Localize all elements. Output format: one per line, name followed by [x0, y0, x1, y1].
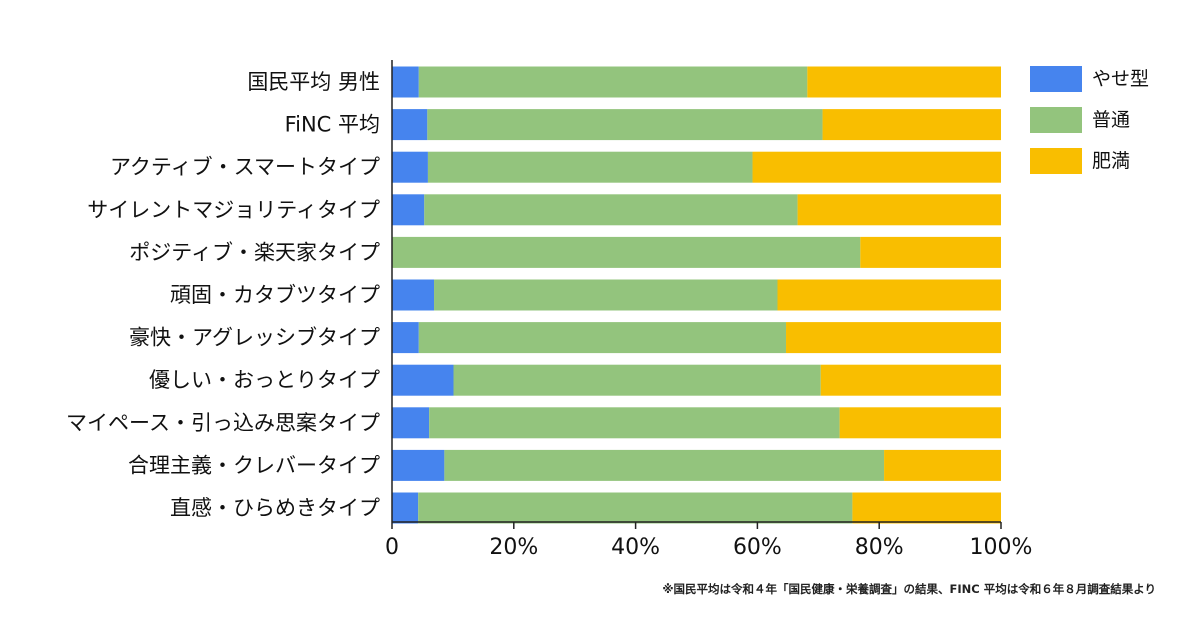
legend-swatch-3 — [1030, 148, 1082, 174]
bar-segment-3 — [822, 109, 1001, 141]
bar-segment-3 — [820, 364, 1001, 396]
bar-segment-3 — [852, 492, 1001, 524]
bars-layer — [392, 66, 1001, 524]
x-tick-label: 0 — [385, 535, 399, 560]
bar-segment-2 — [418, 492, 853, 524]
category-label: 豪快・アグレッシブタイプ — [129, 326, 380, 350]
bar-segment-2 — [444, 449, 885, 481]
bar-segment-1 — [392, 407, 430, 439]
footnote: ※国民平均は令和４年「国民健康・栄養調査」の結果、FINC 平均は令和６年８月調… — [662, 582, 1156, 596]
bar-segment-3 — [884, 449, 1001, 481]
bar-segment-2 — [453, 364, 821, 396]
bar-segment-3 — [752, 151, 1001, 183]
bar-segment-1 — [392, 492, 419, 524]
category-label: マイペース・引っ込み思案タイプ — [66, 411, 380, 435]
category-label: FiNC 平均 — [285, 113, 380, 137]
category-label: 国民平均 男性 — [247, 70, 380, 94]
x-tick-label: 80% — [855, 535, 904, 560]
bar-segment-1 — [392, 151, 428, 183]
bar-segment-1 — [392, 66, 419, 98]
bar-segment-2 — [392, 236, 861, 268]
category-label: 直感・ひらめきタイプ — [170, 496, 380, 520]
bar-segment-3 — [786, 322, 1001, 354]
bar-segment-1 — [392, 364, 454, 396]
legend-label-3: 肥満 — [1092, 150, 1130, 172]
bar-segment-3 — [860, 236, 1001, 268]
legend-label-1: やせ型 — [1092, 68, 1149, 90]
bar-segment-3 — [777, 279, 1001, 311]
category-label: アクティブ・スマートタイプ — [110, 155, 380, 179]
bar-segment-1 — [392, 322, 419, 354]
bar-segment-3 — [839, 407, 1001, 439]
category-label: サイレントマジョリティタイプ — [87, 198, 380, 222]
bar-segment-2 — [434, 279, 778, 311]
bar-segment-2 — [427, 109, 823, 141]
x-axis: 0 20% 40% 60% 80% 100% — [385, 60, 1032, 560]
bar-segment-2 — [418, 66, 808, 98]
legend-swatch-2 — [1030, 107, 1082, 133]
x-tick-label: 100% — [970, 535, 1033, 560]
x-tick-label: 20% — [489, 535, 538, 560]
bar-segment-2 — [418, 322, 787, 354]
bar-segment-3 — [807, 66, 1001, 98]
x-tick-label: 60% — [733, 535, 782, 560]
bar-segment-3 — [797, 194, 1001, 226]
bar-segment-2 — [424, 194, 798, 226]
bar-segment-2 — [427, 151, 753, 183]
category-labels: 国民平均 男性 FiNC 平均アクティブ・スマートタイプサイレントマジョリティタイ… — [66, 70, 380, 520]
legend-label-2: 普通 — [1092, 109, 1130, 131]
bar-segment-1 — [392, 109, 428, 141]
category-label: 優しい・おっとりタイプ — [149, 368, 380, 392]
category-label: 合理主義・クレバータイプ — [128, 453, 380, 477]
bar-segment-1 — [392, 449, 445, 481]
bar-segment-1 — [392, 194, 425, 226]
category-label: ポジティブ・楽天家タイプ — [129, 240, 380, 264]
category-label: 頑固・カタブツタイプ — [170, 283, 380, 307]
bar-segment-1 — [392, 279, 435, 311]
bar-segment-2 — [429, 407, 840, 439]
legend-swatch-1 — [1030, 66, 1082, 92]
x-tick-label: 40% — [611, 535, 660, 560]
